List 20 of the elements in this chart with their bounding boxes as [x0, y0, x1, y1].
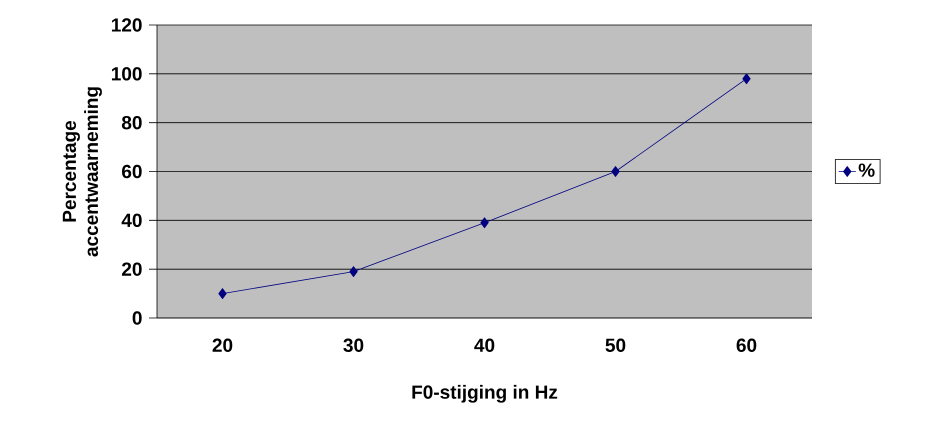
x-axis-title: F0-stijging in Hz [412, 384, 558, 403]
point [480, 217, 489, 228]
y-axis-title: Percentage accentwaarneming [62, 87, 102, 256]
y-tick-label: 60 [122, 164, 142, 178]
point [349, 266, 358, 278]
x-tick-label: 40 [474, 338, 494, 352]
legend-label: % [858, 163, 875, 177]
y-tick-label: 80 [122, 116, 142, 130]
y-tick-label: 40 [122, 214, 142, 228]
x-tick-label: 60 [736, 338, 756, 352]
x-tick-label: 20 [212, 338, 232, 352]
y-tick-label: 100 [112, 67, 142, 81]
point [742, 73, 751, 84]
x-tick-label: 50 [606, 338, 626, 352]
y-tick-label: 0 [132, 311, 142, 325]
y-tick-label: 120 [112, 18, 142, 32]
point [611, 166, 620, 177]
point [218, 288, 227, 299]
x-tick-label: 30 [343, 338, 364, 352]
y-tick-label: 20 [122, 262, 142, 276]
